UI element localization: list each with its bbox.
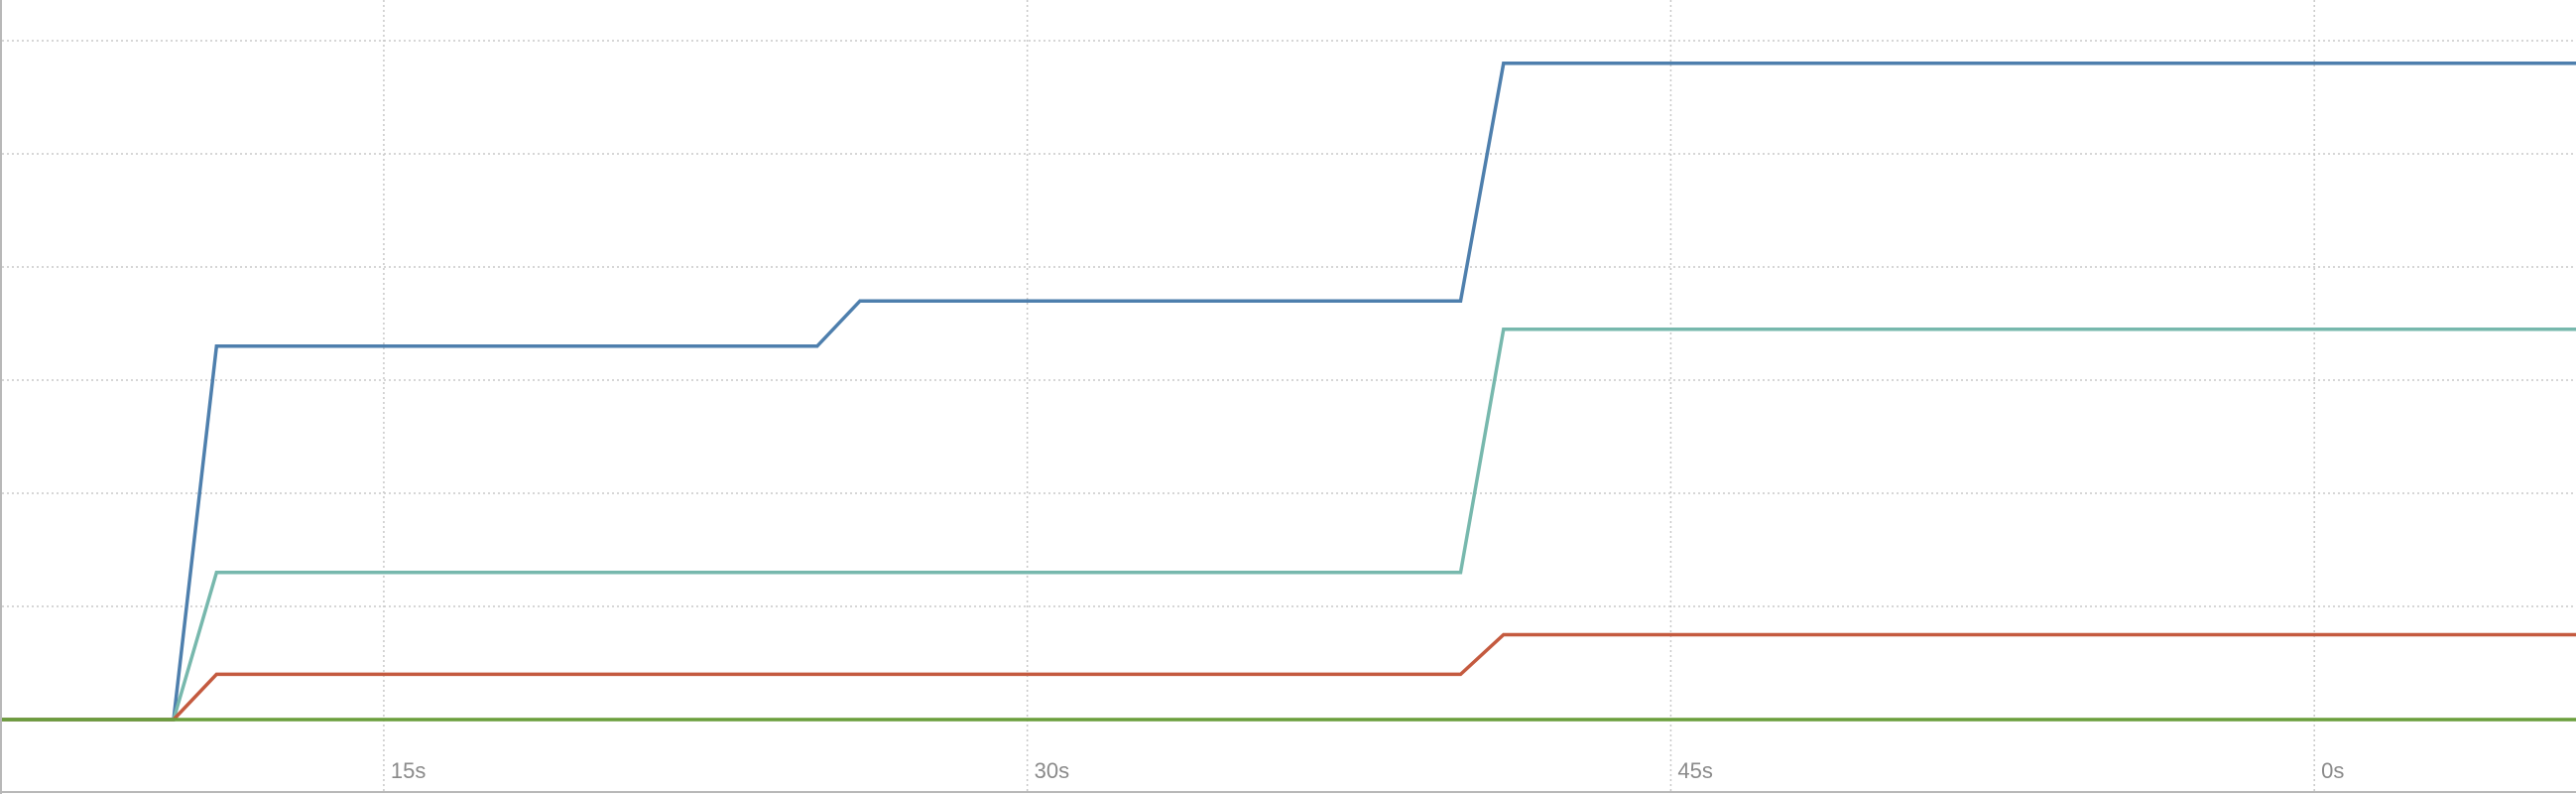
horizontal-gridlines <box>2 40 2576 721</box>
chart-series <box>2 62 2576 722</box>
series-line-0 <box>2 62 2576 722</box>
x-tick-label-2: 45s <box>1677 758 1712 783</box>
vertical-gridlines <box>383 0 2315 792</box>
x-axis-tick-labels: 15s 30s 45s 0s <box>391 758 2345 783</box>
series-line-1 <box>2 327 2576 722</box>
x-tick-label-3: 0s <box>2321 758 2344 783</box>
x-tick-label-0: 15s <box>391 758 426 783</box>
x-tick-label-1: 30s <box>1035 758 1069 783</box>
series-line-2 <box>2 632 2576 722</box>
